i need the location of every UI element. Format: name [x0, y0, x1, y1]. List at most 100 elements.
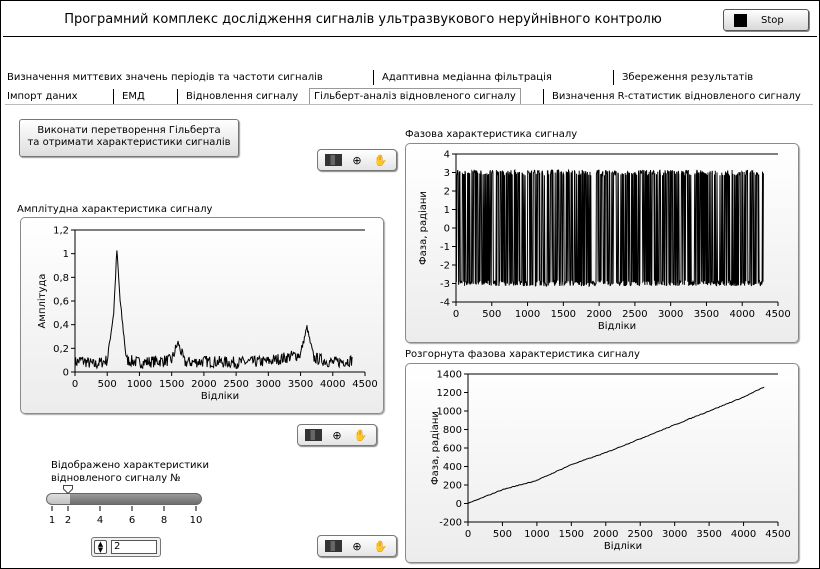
amplitude-chart-svg: 0 0,2 0,4 0,6 0,8 1 1,2 0 500 1000 1500 2000 2500 300…	[36, 226, 378, 403]
slider-tick-label: 8	[161, 515, 167, 526]
x-tick-label: 4500	[765, 309, 790, 320]
y-tick-label: 2	[444, 187, 450, 198]
y-axis-label: Амплітуда	[36, 274, 48, 329]
y-tick-label: 800	[443, 425, 462, 436]
y-tick-label: -1	[440, 242, 450, 253]
tab-recovery[interactable]: Відновлення сигналу	[177, 89, 298, 104]
series-line	[467, 386, 765, 505]
x-tick-label: 2500	[627, 529, 652, 540]
tab-divider	[5, 104, 813, 105]
x-tick-label: 1000	[127, 379, 152, 390]
phase-chart-svg: -4 -3 -2 -1 0 1 2 3 4 0 500 1000 1500 2000 2500 3000 350…	[417, 150, 791, 333]
phase-chart[interactable]: -4 -3 -2 -1 0 1 2 3 4 0 500 1000 1500 2000 2500 3000 350…	[405, 143, 799, 343]
amplitude-chart[interactable]: 0 0,2 0,4 0,6 0,8 1 1,2 0 500 1000 1500 2000 2500 300…	[20, 217, 384, 414]
y-tick-label: 0,2	[53, 344, 69, 355]
x-tick-label: 500	[482, 309, 501, 320]
slider-scale: 1 2 4 6 8 10	[49, 506, 203, 526]
tab-hilbert-analysis[interactable]: Гільберт-аналіз відновленого сигналу	[309, 88, 521, 105]
x-tick-label: 3500	[288, 379, 313, 390]
y-tick-label: -200	[439, 518, 462, 529]
stop-button[interactable]: Stop	[723, 9, 809, 31]
grid-icon[interactable]	[324, 538, 344, 554]
y-tick-label: -4	[440, 298, 450, 309]
tab-r-statistics[interactable]: Визначення R-статистик відновленого сигн…	[543, 89, 801, 104]
x-tick-label: 0	[453, 309, 459, 320]
grid-icon[interactable]	[324, 152, 344, 168]
slider-caption-line1: Відображено характеристики	[51, 460, 210, 471]
signal-number-input[interactable]: 2	[111, 540, 157, 554]
x-tick-label: 3000	[256, 379, 281, 390]
y-tick-label: 0	[63, 368, 69, 379]
title-bar: Програмний комплекс дослідження сигналів…	[3, 3, 817, 37]
x-tick-label: 2000	[593, 529, 618, 540]
slider-caption-line2: відновленого сигналу №	[51, 473, 181, 484]
x-tick-label: 4500	[352, 379, 377, 390]
unwrapped-phase-chart[interactable]: -200 0 200 400 600 800 1000 1200 1400 0 500 1000 150…	[405, 363, 799, 563]
x-tick-label: 4000	[731, 529, 756, 540]
y-tick-label: 0	[444, 224, 450, 235]
pan-hand-icon[interactable]: ✋	[353, 428, 368, 442]
spin-arrows-icon[interactable]: ▲ ▼	[94, 540, 107, 554]
y-tick-label: 3	[444, 168, 450, 179]
transform-button-line2: та отримати характеристики сигналів	[27, 137, 231, 148]
app-title: Програмний комплекс дослідження сигналів…	[64, 12, 662, 27]
y-tick-label: 0,4	[53, 320, 69, 331]
x-tick-label: 1000	[524, 529, 549, 540]
zoom-icon[interactable]: ⊕	[332, 428, 342, 442]
phase-chart-title: Фазова характеристика сигналу	[405, 129, 578, 140]
y-tick-label: -3	[440, 279, 450, 290]
graph-palette: ⊕ ✋	[317, 149, 397, 171]
tab-instant-periods[interactable]: Визначення миттєвих значень періодів та …	[7, 72, 323, 83]
y-tick-label: 0	[456, 499, 462, 510]
series-line	[74, 250, 353, 370]
pan-hand-icon[interactable]: ✋	[373, 153, 388, 167]
amplitude-chart-title: Амплітудна характеристика сигналу	[17, 204, 213, 215]
unwrapped-phase-chart-title: Розгорнута фазова характеристика сигналу	[405, 349, 640, 360]
slider-tick-label: 10	[190, 515, 203, 526]
slider-thumb[interactable]	[63, 485, 73, 494]
x-tick-label: 3500	[694, 309, 719, 320]
zoom-icon[interactable]: ⊕	[352, 539, 362, 553]
x-tick-label: 4000	[729, 309, 754, 320]
stop-label: Stop	[761, 14, 784, 26]
x-tick-label: 3500	[696, 529, 721, 540]
transform-button-line1: Виконати перетворення Гільберта	[37, 125, 221, 136]
y-tick-label: 1400	[437, 370, 462, 381]
x-axis-label: Відліки	[604, 540, 642, 552]
x-tick-label: 0	[72, 379, 78, 390]
x-axis-label: Відліки	[598, 320, 636, 332]
slider-fill	[47, 494, 71, 504]
graph-palette: ⊕ ✋	[317, 535, 397, 557]
x-tick-label: 3000	[662, 529, 687, 540]
slider-tick-label: 2	[65, 515, 71, 526]
slider-tick-label: 1	[49, 515, 55, 526]
y-tick-label: 4	[444, 150, 450, 161]
x-tick-label: 2000	[586, 309, 611, 320]
signal-number-slider[interactable]	[46, 493, 202, 505]
tab-emd[interactable]: ЕМД	[113, 89, 145, 104]
x-axis-label: Відліки	[201, 390, 239, 402]
y-tick-label: 600	[443, 444, 462, 455]
tab-import[interactable]: Імпорт даних	[7, 91, 78, 102]
y-tick-label: 1	[63, 249, 69, 260]
x-tick-label: 500	[98, 379, 117, 390]
y-axis-label: Фаза, радіани	[429, 411, 441, 485]
pan-hand-icon[interactable]: ✋	[373, 539, 388, 553]
grid-icon[interactable]	[304, 427, 324, 443]
y-tick-label: 1000	[437, 407, 462, 418]
x-tick-label: 4000	[320, 379, 345, 390]
hilbert-transform-button[interactable]: Виконати перетворення Гільберта та отрим…	[19, 119, 239, 157]
tab-save-results[interactable]: Збереження результатів	[613, 70, 753, 85]
x-tick-label: 2500	[223, 379, 248, 390]
x-tick-label: 4500	[765, 529, 790, 540]
tab-median-filter[interactable]: Адаптивна медіанна фільтрація	[373, 70, 552, 85]
stop-square-icon	[734, 13, 747, 27]
y-tick-label: 1200	[437, 388, 462, 399]
slider-tick-label: 6	[129, 515, 135, 526]
x-tick-label: 1500	[551, 309, 576, 320]
slider-caption: Відображено характеристики відновленого …	[51, 459, 251, 485]
x-tick-label: 1000	[515, 309, 540, 320]
zoom-icon[interactable]: ⊕	[352, 153, 362, 167]
